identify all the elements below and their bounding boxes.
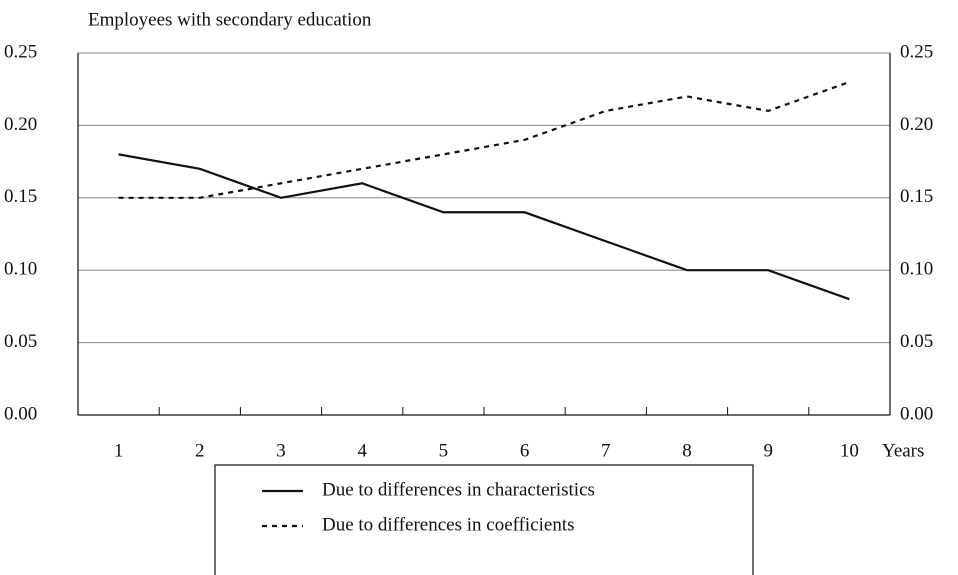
y-tick-label: 0.15 [4,186,37,207]
y2-tick-label: 0.20 [900,114,933,135]
x-tick-label: 9 [763,440,773,461]
x-tick-label: 2 [195,440,205,461]
x-tick-label: 4 [357,440,367,461]
y2-tick-label: 0.10 [900,259,933,280]
legend-label: Due to differences in coefficients [322,514,575,535]
y-tick-label: 0.20 [4,114,37,135]
x-tick-label: 6 [520,440,530,461]
y-tick-label: 0.00 [4,403,37,424]
y-tick-label: 0.25 [4,41,37,62]
x-axis-label: Years [882,440,924,461]
y2-tick-label: 0.25 [900,41,933,62]
y2-tick-label: 0.00 [900,403,933,424]
x-tick-label: 8 [682,440,692,461]
x-tick-label: 7 [601,440,611,461]
legend-label: Due to differences in characteristics [322,479,595,500]
x-tick-label: 1 [114,440,124,461]
series-line [118,80,850,199]
x-tick-label: 3 [276,440,286,461]
x-tick-label: 10 [840,440,859,461]
legend-box [214,464,754,575]
y2-tick-label: 0.15 [900,186,933,207]
y-tick-label: 0.05 [4,331,37,352]
chart-title: Employees with secondary education [88,9,372,30]
x-tick-label: 5 [439,440,449,461]
series-line [118,153,850,301]
y2-tick-label: 0.05 [900,331,933,352]
y-tick-label: 0.10 [4,259,37,280]
